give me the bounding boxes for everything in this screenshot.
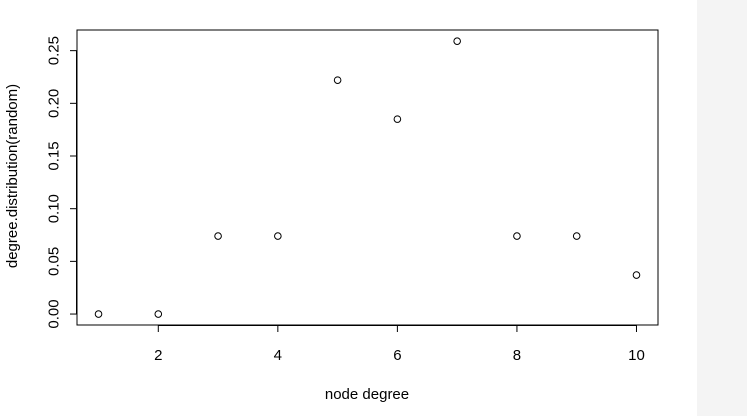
y-tick-label: 0.10 <box>46 194 63 223</box>
data-point <box>274 232 282 240</box>
plot-frame <box>76 29 659 326</box>
data-point <box>632 271 641 279</box>
y-tick-label: 0.20 <box>46 89 63 118</box>
x-tick-label: 8 <box>513 347 521 364</box>
data-point <box>513 232 521 240</box>
x-tick-label: 10 <box>628 347 645 364</box>
points-group <box>94 37 641 318</box>
data-point <box>333 76 342 84</box>
y-tick-label: 0.00 <box>46 299 63 328</box>
y-tick-label: 0.05 <box>46 247 63 276</box>
axes-group: 2 4 6 8 10 0.00 0.05 0.10 0.15 0.20 0.25 <box>46 29 659 364</box>
data-point <box>94 310 103 318</box>
x-tick-label: 6 <box>393 347 401 364</box>
x-tick-label: 2 <box>154 347 162 364</box>
y-tick-label: 0.25 <box>46 36 63 65</box>
data-point <box>453 37 461 45</box>
data-point <box>154 310 163 318</box>
side-panel <box>697 0 747 416</box>
y-tick-label: 0.15 <box>46 141 63 170</box>
data-point <box>572 232 581 240</box>
data-point <box>393 115 402 123</box>
data-point <box>214 232 222 240</box>
y-axis-label: degree.distribution(random) <box>4 84 21 268</box>
x-tick-label: 4 <box>274 347 282 364</box>
x-axis-label: node degree <box>325 386 409 403</box>
